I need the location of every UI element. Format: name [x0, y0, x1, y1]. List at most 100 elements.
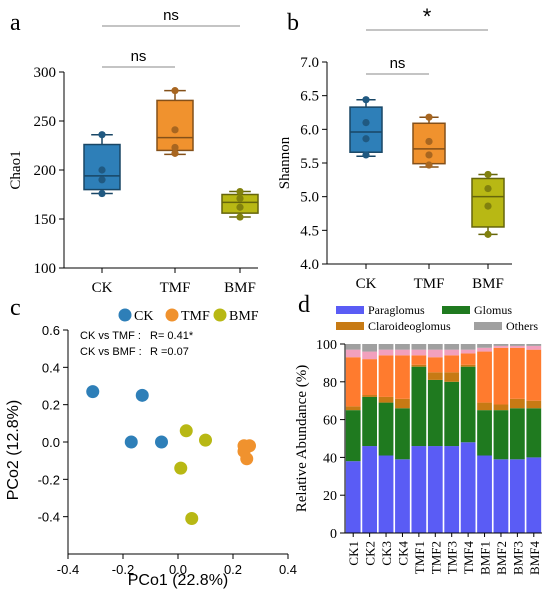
- bar-segment-Glomus: [362, 396, 378, 447]
- data-point-BMF: [236, 213, 244, 221]
- scatter-point-TMF: [237, 439, 251, 453]
- bar-segment-Claroideoglomus: [509, 398, 525, 409]
- x-tick-label: BMF3: [510, 541, 525, 575]
- data-point-TMF: [425, 137, 433, 146]
- legend-marker-TMF: [165, 308, 179, 322]
- data-point-BMF: [484, 184, 492, 193]
- bar-segment-Paraglomus: [411, 446, 427, 533]
- y-tick-label: 0.0: [42, 435, 60, 450]
- y-tick-label: 0: [330, 527, 337, 542]
- bar-segment-Others: [345, 344, 361, 350]
- x-tick-label: CK: [356, 276, 377, 292]
- data-point-BMF: [484, 230, 492, 238]
- data-point-CK: [362, 96, 370, 104]
- legend-label-CK: CK: [134, 309, 153, 324]
- x-tick-label: BMF1: [478, 541, 493, 575]
- stat-label: CK vs TMF :: [80, 330, 141, 342]
- bar-segment-Claroideoglomus: [427, 372, 443, 380]
- data-point-CK: [362, 135, 370, 143]
- bar-segment-Paraglomus: [477, 455, 492, 533]
- bar-segment-Paraglomus: [444, 446, 460, 533]
- bar-segment-Others: [444, 344, 460, 350]
- bar-segment-Claroideoglomus: [362, 395, 378, 397]
- y-tick-label: 7.0: [300, 55, 319, 71]
- y-tick-label: 5.0: [300, 190, 319, 206]
- legend-swatch-Glomus: [442, 306, 470, 314]
- x-tick-label: TMF4: [461, 541, 476, 575]
- bar-segment-Glomus: [378, 402, 394, 456]
- bar-segment-Paraglomus: [345, 461, 361, 533]
- y-tick-label: 250: [34, 114, 57, 130]
- x-tick-label: 0.0: [169, 562, 187, 577]
- y-tick-label: -0.2: [38, 472, 60, 487]
- y-tick-label: 80: [323, 376, 337, 391]
- bar-segment-Glomus: [477, 410, 492, 456]
- bar-segment-Paraglomus: [526, 457, 542, 533]
- scatter-point-CK: [135, 388, 149, 402]
- bar-segment-residual_pink: [427, 349, 443, 358]
- x-tick-label: BMF: [224, 280, 256, 296]
- x-tick-label: CK: [92, 280, 113, 296]
- data-point-BMF: [236, 187, 244, 196]
- scatter-point-CK: [155, 435, 168, 449]
- bar-segment-Others: [395, 344, 410, 350]
- bar-segment-Paraglomus: [427, 446, 443, 533]
- y-tick-label: 100: [34, 261, 57, 277]
- bar-segment-residual_pink: [395, 349, 410, 356]
- x-axis-label: PCo1 (22.8%): [128, 572, 229, 589]
- bar-segment-residual_pink: [411, 349, 427, 356]
- y-tick-label: 20: [323, 489, 337, 504]
- scatter-point-TMF: [240, 452, 254, 466]
- bar-segment-Glomus: [509, 408, 525, 460]
- scatter-point-BMF: [199, 433, 212, 447]
- bar-segment-residual_pink: [509, 345, 525, 348]
- data-point-CK: [98, 166, 106, 174]
- bar-segment-Glomus: [395, 408, 410, 460]
- bar-segment-Glomus: [345, 410, 361, 462]
- stat-label: CK vs BMF :: [80, 346, 142, 358]
- legend-label-Paraglomus: Paraglomus: [368, 303, 425, 317]
- y-axis-label: Relative Abundance (%): [294, 365, 310, 512]
- bar-segment-Paraglomus: [378, 455, 394, 533]
- y-tick-label: 4.0: [300, 257, 319, 273]
- x-tick-label: CK1: [346, 541, 361, 566]
- x-tick-label: -0.2: [112, 562, 134, 577]
- bar-segment-residual_pink: [493, 345, 509, 348]
- legend-label-TMF: TMF: [181, 309, 210, 324]
- bar-segment-Claroideoglomus: [395, 398, 410, 409]
- significance-label: ns: [390, 55, 406, 72]
- y-axis-label: PCo2 (12.8%): [5, 400, 22, 501]
- bar-segment-Claroideoglomus: [526, 400, 542, 409]
- x-tick-label: CK2: [363, 541, 378, 566]
- y-tick-label: 0.2: [42, 398, 60, 413]
- y-axis-label: Shannon: [277, 136, 293, 189]
- significance-label: *: [423, 4, 432, 29]
- bar-segment-Others: [526, 344, 542, 346]
- data-point-CK: [98, 131, 106, 139]
- y-tick-label: 200: [34, 163, 57, 179]
- data-point-BMF: [236, 194, 244, 203]
- x-tick-label: 0.2: [224, 562, 242, 577]
- bar-segment-residual_orange: [444, 355, 460, 373]
- bar-segment-Paraglomus: [509, 459, 525, 533]
- data-point-TMF: [171, 143, 179, 152]
- legend-swatch-Others: [474, 322, 502, 330]
- significance-label: ns: [163, 7, 179, 24]
- y-tick-label: 6.0: [300, 122, 319, 138]
- scatter-point-BMF: [174, 461, 188, 475]
- bar-segment-Claroideoglomus: [411, 364, 427, 367]
- data-point-TMF: [425, 151, 433, 159]
- y-tick-label: 40: [323, 451, 337, 466]
- data-point-CK: [98, 189, 106, 198]
- data-point-TMF: [425, 113, 433, 121]
- legend-marker-CK: [118, 308, 132, 322]
- stat-value: R =0.07: [150, 346, 189, 358]
- bar-segment-residual_orange: [427, 357, 443, 373]
- legend-label-BMF: BMF: [229, 309, 259, 324]
- x-tick-label: TMF3: [445, 541, 460, 574]
- bar-segment-Others: [460, 344, 476, 350]
- x-tick-label: -0.4: [57, 562, 79, 577]
- data-point-TMF: [425, 161, 433, 169]
- x-tick-label: BMF4: [527, 541, 542, 575]
